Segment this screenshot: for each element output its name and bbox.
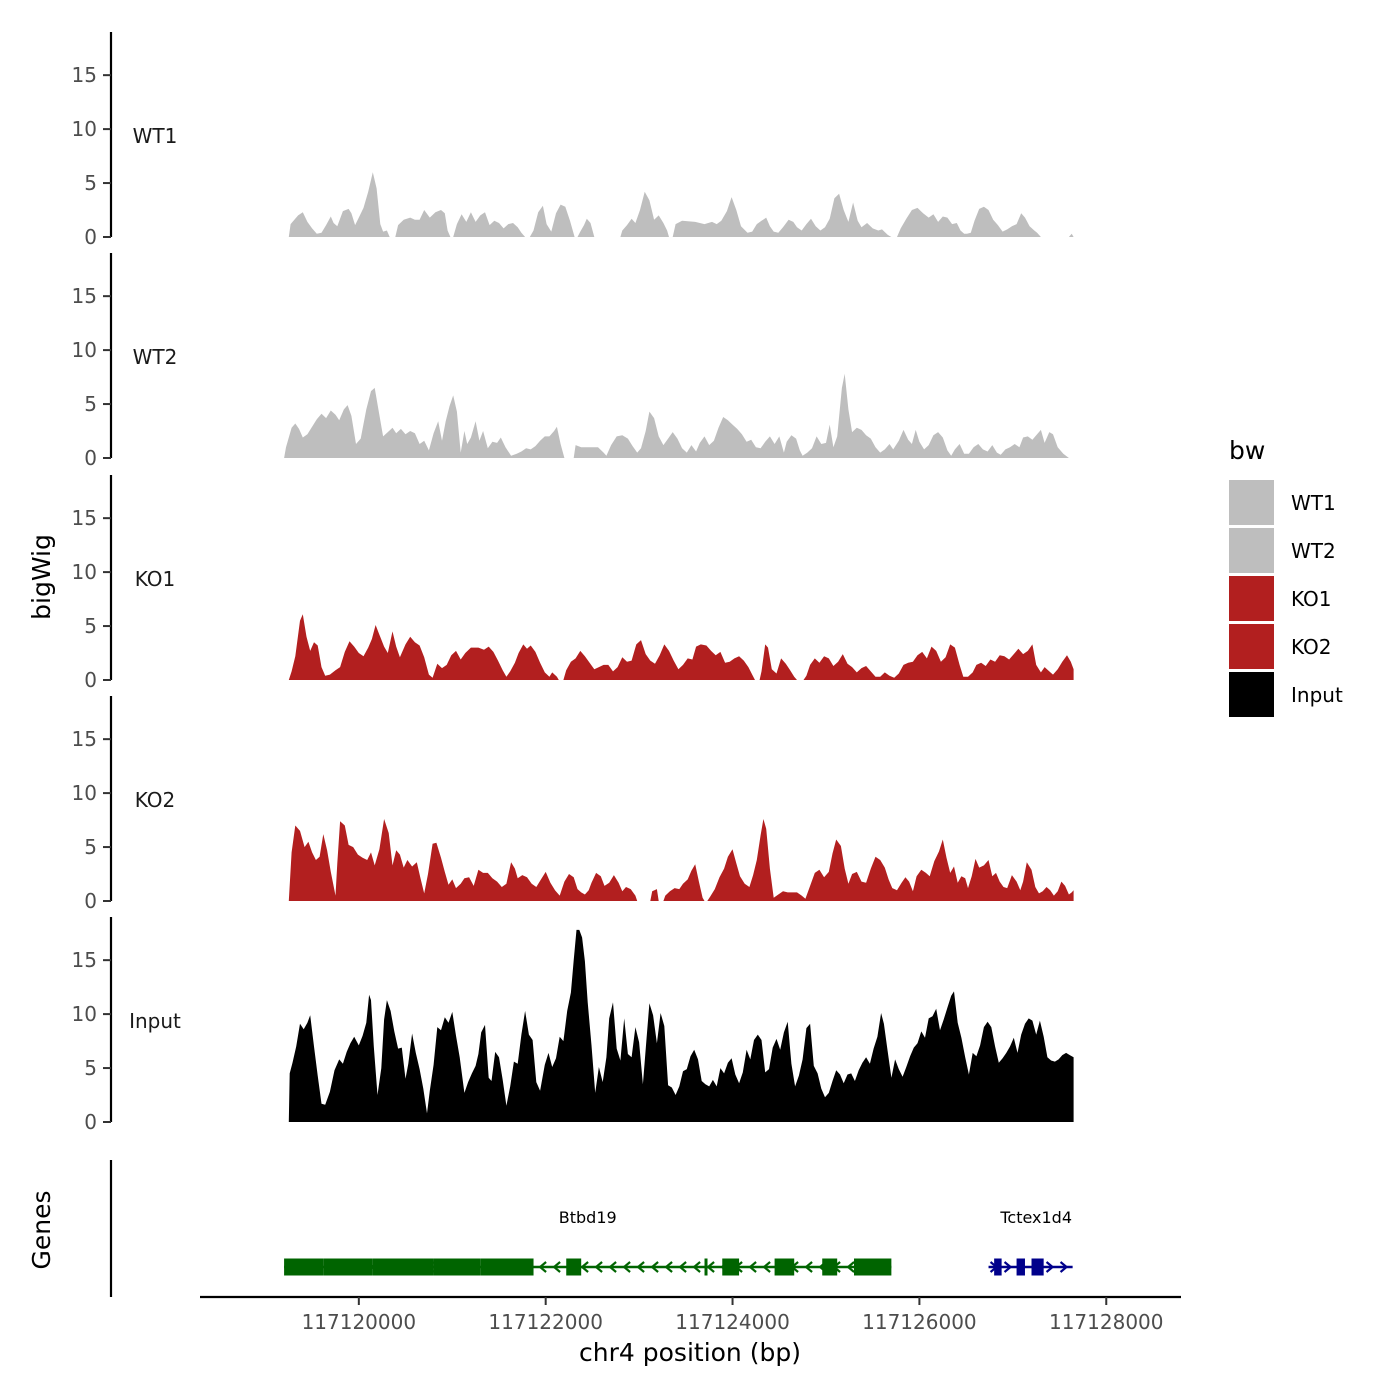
exon <box>854 1258 892 1276</box>
strand-arrow <box>706 1261 715 1273</box>
strand-arrow <box>1059 1261 1069 1273</box>
track-label: KO1 <box>135 567 176 591</box>
strand-arrow <box>552 1261 561 1273</box>
legend-label: WT2 <box>1291 539 1336 563</box>
y-tick-label: 5 <box>84 392 97 416</box>
track-label: KO2 <box>135 788 176 812</box>
strand-arrow <box>622 1261 631 1273</box>
strand-arrow <box>1003 1261 1013 1273</box>
track-label: WT1 <box>133 124 178 148</box>
x-tick-label: 117126000 <box>862 1310 977 1334</box>
gene-label: Btbd19 <box>559 1208 617 1227</box>
y-tick-label: 0 <box>84 668 97 692</box>
track-wt2: 0 5 10 15 WT2 <box>72 253 1069 470</box>
legend-key-ko2 <box>1229 624 1274 669</box>
y-axis-title: bigWig <box>27 534 56 620</box>
y-tick-label: 10 <box>72 781 97 805</box>
y-tick-label: 0 <box>84 446 97 470</box>
bigwig-tracks: 0 5 10 15 WT1 0 5 10 15 WT2 0 5 10 15 KO1 0 5 10 15 KO2 0 5 10… <box>72 32 1074 1134</box>
legend-key-ko1 <box>1229 576 1274 621</box>
legend-label: WT1 <box>1291 491 1336 515</box>
strand-arrow <box>594 1261 603 1273</box>
genes-axis-title: Genes <box>27 1190 56 1269</box>
legend-label: KO2 <box>1291 635 1332 659</box>
y-tick-label: 5 <box>84 1056 97 1080</box>
legend-key-wt1 <box>1229 480 1274 525</box>
gene-tctex1d4: Tctex1d4 <box>988 1208 1073 1276</box>
area-wt1 <box>288 172 1074 237</box>
gene-btbd19: Btbd19 <box>284 1208 892 1276</box>
track-input: 0 5 10 15 Input <box>72 917 1074 1134</box>
exon <box>566 1258 582 1276</box>
exon <box>323 1258 373 1276</box>
exon <box>704 1258 708 1276</box>
y-tick-label: 15 <box>72 948 97 972</box>
exon <box>480 1258 534 1276</box>
x-tick-label: 117124000 <box>675 1310 790 1334</box>
x-axis-title: chr4 position (bp) <box>579 1338 801 1367</box>
strand-arrow <box>1045 1261 1055 1273</box>
legend-key-wt2 <box>1229 528 1274 573</box>
y-tick-label: 10 <box>72 1002 97 1026</box>
strand-arrow <box>678 1261 687 1273</box>
exon <box>433 1258 481 1276</box>
legend-label: Input <box>1291 683 1343 707</box>
y-tick-label: 0 <box>84 1110 97 1134</box>
area-ko2 <box>288 819 1074 901</box>
exon <box>822 1258 838 1276</box>
x-tick-label: 117120000 <box>302 1310 417 1334</box>
exon <box>372 1258 434 1276</box>
exon <box>284 1258 324 1276</box>
strand-arrow <box>748 1261 757 1273</box>
strand-arrow <box>636 1261 645 1273</box>
strand-arrow <box>762 1261 771 1273</box>
strand-arrow <box>804 1261 813 1273</box>
y-tick-label: 0 <box>84 889 97 913</box>
strand-arrow <box>692 1261 701 1273</box>
x-tick-label: 117128000 <box>1049 1310 1164 1334</box>
genes-panel: Btbd19 Tctex1d4 <box>109 1160 1073 1297</box>
track-ko1: 0 5 10 15 KO1 <box>72 475 1074 692</box>
exon <box>722 1258 740 1276</box>
y-tick-label: 5 <box>84 171 97 195</box>
y-tick-label: 10 <box>72 338 97 362</box>
y-tick-label: 15 <box>72 63 97 87</box>
strand-arrow <box>608 1261 617 1273</box>
track-wt1: 0 5 10 15 WT1 <box>72 32 1074 249</box>
y-tick-label: 0 <box>84 225 97 249</box>
strand-arrow <box>580 1261 589 1273</box>
y-tick-label: 5 <box>84 835 97 859</box>
exon <box>774 1258 795 1276</box>
track-label: WT2 <box>133 345 178 369</box>
y-tick-label: 5 <box>84 614 97 638</box>
exon <box>1031 1258 1044 1276</box>
legend-title: bw <box>1229 436 1265 465</box>
y-tick-label: 15 <box>72 727 97 751</box>
x-tick-label: 117122000 <box>488 1310 603 1334</box>
area-ko1 <box>288 614 1074 680</box>
exon <box>994 1258 1002 1276</box>
strand-arrow <box>538 1261 547 1273</box>
gene-label: Tctex1d4 <box>999 1208 1072 1227</box>
y-tick-label: 10 <box>72 560 97 584</box>
y-tick-label: 15 <box>72 284 97 308</box>
legend: bw WT1 WT2 KO1 KO2 Input <box>1229 436 1343 717</box>
legend-key-input <box>1229 672 1274 717</box>
area-wt2 <box>284 373 1069 458</box>
strand-arrow <box>650 1261 659 1273</box>
strand-arrow <box>664 1261 673 1273</box>
exon <box>1016 1258 1025 1276</box>
x-axis: 117120000 117122000 117124000 117126000 1171… <box>200 1295 1181 1334</box>
track-ko2: 0 5 10 15 KO2 <box>72 696 1074 913</box>
track-label: Input <box>129 1009 181 1033</box>
area-input <box>288 929 1074 1122</box>
strand-arrow <box>846 1261 855 1273</box>
y-tick-label: 15 <box>72 506 97 530</box>
legend-label: KO1 <box>1291 587 1332 611</box>
y-tick-label: 10 <box>72 117 97 141</box>
